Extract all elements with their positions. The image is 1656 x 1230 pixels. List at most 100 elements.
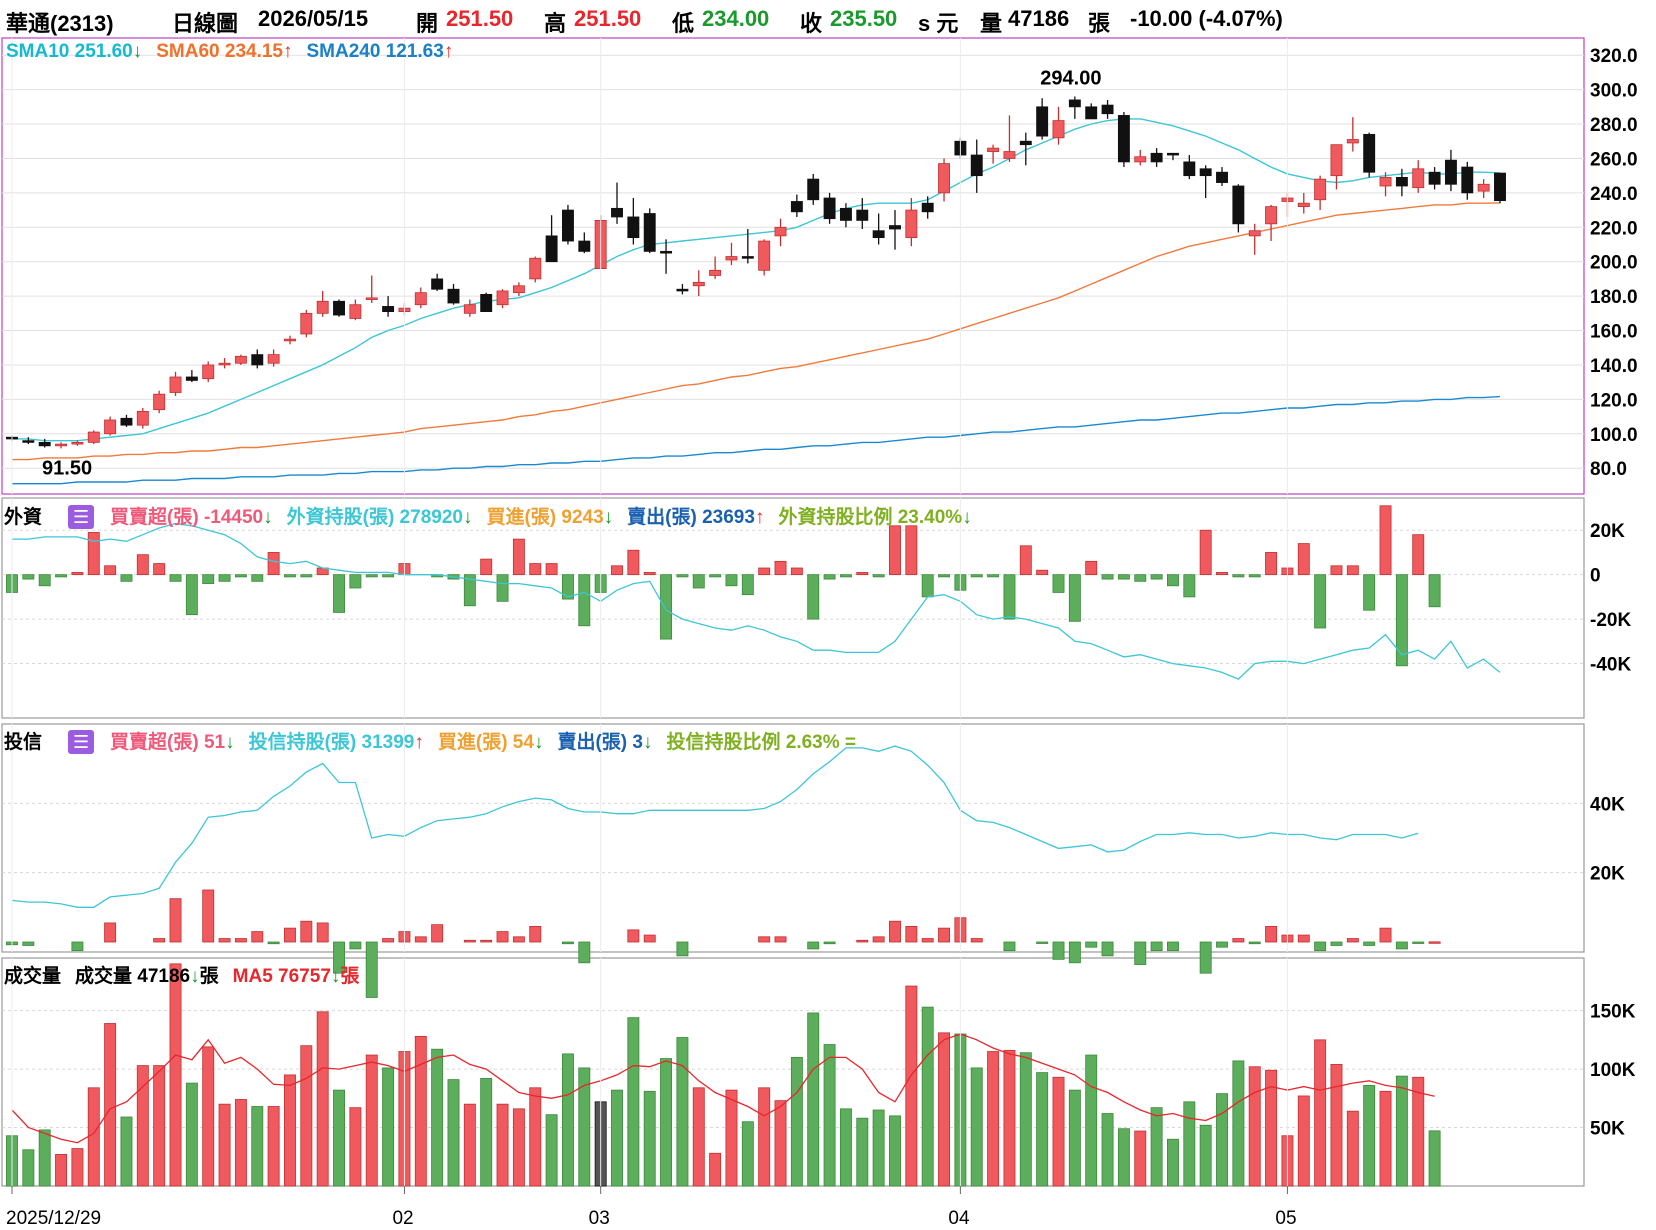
foreign-panel-frame [1,497,1585,719]
candle-body [741,256,754,259]
trust-net-bar [1101,941,1114,957]
trust-net-bar [218,938,231,943]
volume-bar [512,1108,525,1187]
foreign-net-bar [758,567,771,576]
chart-type-label[interactable]: 日線圖 [172,11,239,36]
price-change: -10.00 (-4.07%) [1130,6,1283,31]
foreign-net-bar [529,563,542,576]
volume-bar [22,1149,35,1187]
volume-bar [1330,1064,1343,1187]
foreign-net-bar [1232,574,1245,578]
foreign-net-bar [578,574,591,627]
foreign-net-bar [1085,560,1098,576]
volume-bar [987,1051,1000,1187]
candle-body [692,281,705,287]
volume-bar [120,1116,133,1187]
legend-entry: SMA10 251.60↓ [6,41,143,62]
candle-body [431,278,444,290]
quote-header: 華通(2313) 日線圖 2026/05/15 開 251.50 高 251.5… [0,0,1656,36]
trust-net-bar [889,920,901,943]
volume-bar [643,1090,656,1187]
trust-net-bar [1395,941,1408,950]
candle-body [1167,152,1179,156]
volume-bar [333,1089,345,1187]
volume-bar [1019,1052,1032,1187]
legend-entry: 投信持股比例 2.63% = [666,732,856,753]
candle-body [1265,206,1278,225]
arrow-down-icon: ↓ [190,966,200,987]
arrow-down-icon: ↓ [462,507,473,528]
candle-body [414,292,427,306]
volume-bar [823,1044,836,1187]
volume-bar [480,1078,493,1187]
candle-body [938,163,951,194]
price-tick-label: 80.0 [1590,459,1627,480]
low-label: 低 [672,11,695,36]
trust-holding-line [11,745,1419,908]
volume-ma5-line [11,1033,1435,1144]
volume-bar [71,1148,84,1187]
foreign-net-bar [1346,565,1359,576]
volume-bar [1297,1095,1310,1187]
volume-bar [578,1067,591,1187]
volume-bar [1134,1130,1147,1187]
volume-unit: 張 [1088,11,1111,36]
trust-net-bar [365,941,378,998]
price-unit: s 元 [918,11,959,36]
trust-net-bar [1199,941,1212,974]
high-value: 251.50 [574,6,642,31]
volume-bar [1314,1039,1327,1187]
price-legend: SMA10 251.60↓ SMA60 234.15↑ SMA240 121.63↑ [6,41,467,63]
candle-body [1085,106,1098,120]
foreign-net-bar [1297,543,1310,576]
volume-bar [202,1046,215,1187]
panel-menu-icon[interactable]: ☰ [68,730,95,754]
trust-net-bar [758,936,771,943]
trust-net-bar [1003,941,1016,952]
candle-body [251,354,264,366]
foreign-net-bar [643,572,656,576]
volume-bar [660,1058,673,1187]
candle-body [496,290,509,306]
trust-net-bar [970,938,983,943]
volume-bar [251,1106,264,1187]
trust-net-bar [153,938,166,943]
candle-body [87,431,100,443]
candle-body [660,250,673,254]
candle-body [300,312,313,335]
legend-unit: 張 [340,966,360,987]
candle-body [512,285,525,294]
foreign-net-bar [807,574,820,620]
candle-body [349,304,362,319]
candle-body [169,376,182,393]
panel-menu-icon[interactable]: ☰ [68,505,95,529]
volume-bar [839,1108,852,1187]
price-tick-label: 280.0 [1590,115,1638,136]
candle-body [1150,152,1163,163]
foreign-net-bar [1379,505,1392,576]
volume-bar [104,1023,117,1187]
trust-tick-label: 40K [1590,794,1625,815]
foreign-net-bar [120,574,133,582]
trust-net-bar [284,927,296,943]
foreign-tick-label: 20K [1590,521,1625,542]
trust-net-bar [807,941,820,950]
candle-body [136,411,149,426]
volume-tick-label: 100K [1590,1060,1636,1081]
foreign-net-bar [970,574,983,578]
candle-body [71,441,84,445]
legend-entry: SMA240 121.63↑ [306,41,454,62]
arrow-up-icon: ↑ [754,507,765,528]
volume-bar [692,1087,705,1187]
candle-body [611,207,623,218]
arrow-down-icon: ↓ [642,732,653,753]
price-tick-label: 140.0 [1590,356,1638,377]
trust-net-bar [643,934,656,943]
candle-body [709,269,722,276]
volume-bar [856,1117,869,1187]
trust-net-bar [349,941,362,950]
trust-net-bar [414,936,427,943]
volume-bar [709,1152,722,1187]
candle-body [316,300,329,314]
